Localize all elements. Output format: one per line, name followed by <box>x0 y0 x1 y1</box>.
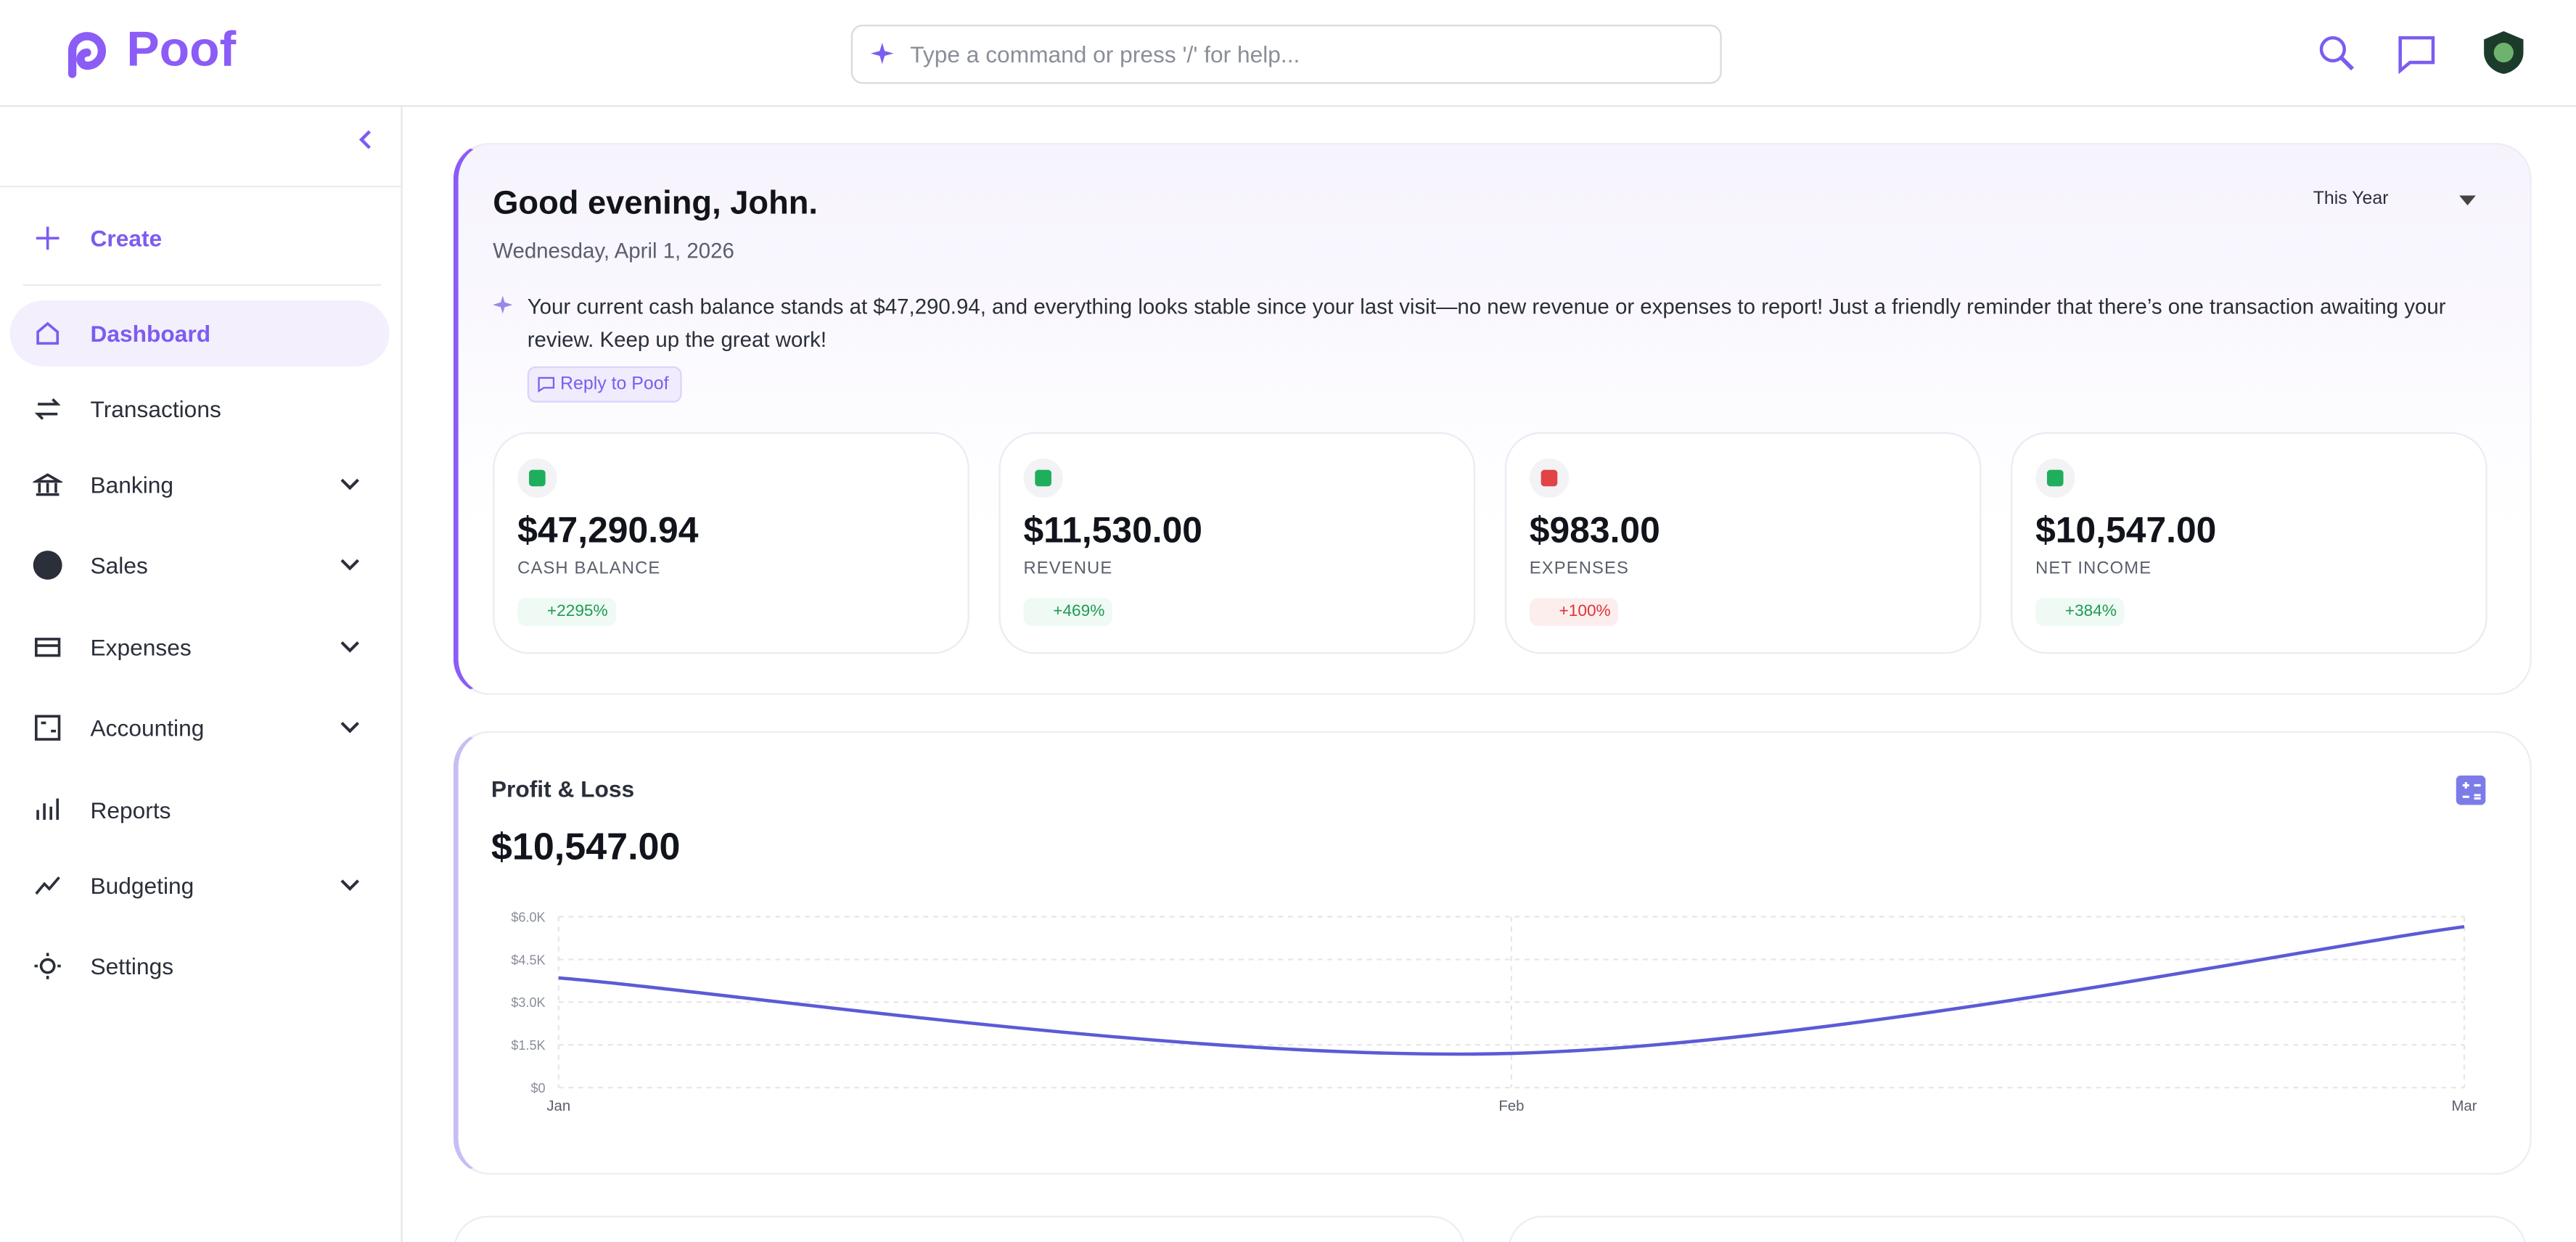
nav-icon <box>34 953 61 979</box>
logo-icon <box>67 32 106 78</box>
nav-item[interactable]: Dashboard <box>9 300 390 367</box>
period-select[interactable]: This Year <box>2313 189 2389 209</box>
bottom-card <box>1508 1215 2527 1242</box>
search-box[interactable]: Type a command or press '/' for help... <box>850 24 1722 84</box>
x-tick-label: Jan <box>546 1098 570 1114</box>
top-bar: Poof Type a command or press '/' for hel… <box>0 0 2576 107</box>
stat-icon <box>2035 458 2075 498</box>
insight-message: Your current cash balance stands at $47,… <box>527 294 2446 352</box>
stat-change: +469% <box>1023 598 1113 626</box>
nav-icon <box>36 321 60 345</box>
stat-change: +100% <box>1529 598 1619 626</box>
stat-value: $983.00 <box>1529 509 1660 551</box>
avatar[interactable] <box>2481 30 2527 75</box>
chevron <box>340 721 359 733</box>
stat-icon <box>1529 458 1570 498</box>
calculator-icon[interactable] <box>2456 775 2486 805</box>
y-tick-label: $3.0K <box>511 995 545 1010</box>
line <box>558 925 2465 1056</box>
pnl-card <box>453 731 2532 1175</box>
stat-change: +2295% <box>517 598 616 626</box>
stat-icon <box>517 458 557 498</box>
nav-label: Settings <box>90 953 174 979</box>
chevron <box>340 559 359 571</box>
chevron <box>340 641 359 653</box>
stat-card: $47,290.94 CASH BALANCE +2295% <box>493 432 969 654</box>
nav-label: Create <box>90 225 163 252</box>
nav-item[interactable]: Settings <box>10 933 390 999</box>
nav-item[interactable]: Reports <box>10 777 390 843</box>
nav-label: Expenses <box>90 634 192 661</box>
nav-icon <box>35 876 60 895</box>
chevron <box>340 879 359 892</box>
divider <box>22 284 382 287</box>
stat-label: CASH BALANCE <box>517 558 661 579</box>
x-tick-label: Feb <box>1498 1098 1524 1114</box>
search-icon[interactable] <box>2318 35 2358 74</box>
nav-label: Accounting <box>90 715 205 741</box>
greeting-date: Wednesday, April 1, 2026 <box>493 238 734 263</box>
nav-label: Budgeting <box>90 872 194 899</box>
stat-label: NET INCOME <box>2035 558 2152 579</box>
y-tick-label: $1.5K <box>511 1038 545 1053</box>
nav-label: Banking <box>90 471 174 498</box>
chevron <box>340 478 359 490</box>
stat-value: $47,290.94 <box>517 509 699 551</box>
sidebar <box>0 107 403 1242</box>
search-placeholder: Type a command or press '/' for help... <box>910 41 1300 67</box>
nav-item[interactable]: Sales <box>10 532 390 599</box>
nav-item[interactable]: Create <box>10 205 390 271</box>
x-tick-label: Mar <box>2451 1098 2477 1114</box>
stat-change: +384% <box>2035 598 2125 626</box>
nav-item[interactable]: Transactions <box>10 377 390 443</box>
nav-item[interactable]: Budgeting <box>10 852 390 918</box>
divider <box>0 185 401 188</box>
y-tick-label: $6.0K <box>511 910 545 924</box>
nav-item[interactable]: Banking <box>10 452 390 518</box>
collapse-button[interactable] <box>355 128 374 152</box>
nav-icon <box>36 226 60 250</box>
nav-icon <box>34 715 61 741</box>
dropdown-arrow[interactable] <box>2459 195 2476 206</box>
reply-icon <box>538 377 555 393</box>
stat-value: $11,530.00 <box>1023 509 1203 551</box>
y-tick-label: $0 <box>530 1081 545 1095</box>
nav-label: Transactions <box>90 395 221 423</box>
nav-label: Dashboard <box>90 320 211 347</box>
stat-value: $10,547.00 <box>2035 509 2217 551</box>
y-tick-label: $4.5K <box>511 953 545 967</box>
nav-item[interactable]: Accounting <box>10 695 390 761</box>
nav-icon <box>34 398 61 420</box>
stat-label: REVENUE <box>1023 558 1113 579</box>
chat-icon[interactable] <box>2397 35 2436 74</box>
greeting-title: Good evening, John. <box>493 185 819 222</box>
sparkle-icon <box>870 42 894 65</box>
stat-icon <box>1023 458 1063 498</box>
sparkle-icon <box>493 295 513 314</box>
stat-card: $10,547.00 NET INCOME +384% <box>2011 432 2487 654</box>
nav-item[interactable]: Expenses <box>10 614 390 680</box>
nav-label: Reports <box>90 797 171 823</box>
logo[interactable]: Poof <box>126 22 237 78</box>
bottom-card <box>453 1215 1466 1242</box>
chart-title: Profit & Loss <box>491 776 634 802</box>
nav-icon <box>36 798 60 821</box>
stat-label: EXPENSES <box>1529 558 1630 579</box>
nav-icon <box>33 551 62 580</box>
chart-total: $10,547.00 <box>491 826 681 868</box>
nav-icon <box>34 638 61 657</box>
stat-card: $983.00 EXPENSES +100% <box>1504 432 1982 654</box>
nav-icon <box>33 473 63 496</box>
stat-card: $11,530.00 REVENUE +469% <box>998 432 1476 654</box>
nav-label: Sales <box>90 551 148 579</box>
